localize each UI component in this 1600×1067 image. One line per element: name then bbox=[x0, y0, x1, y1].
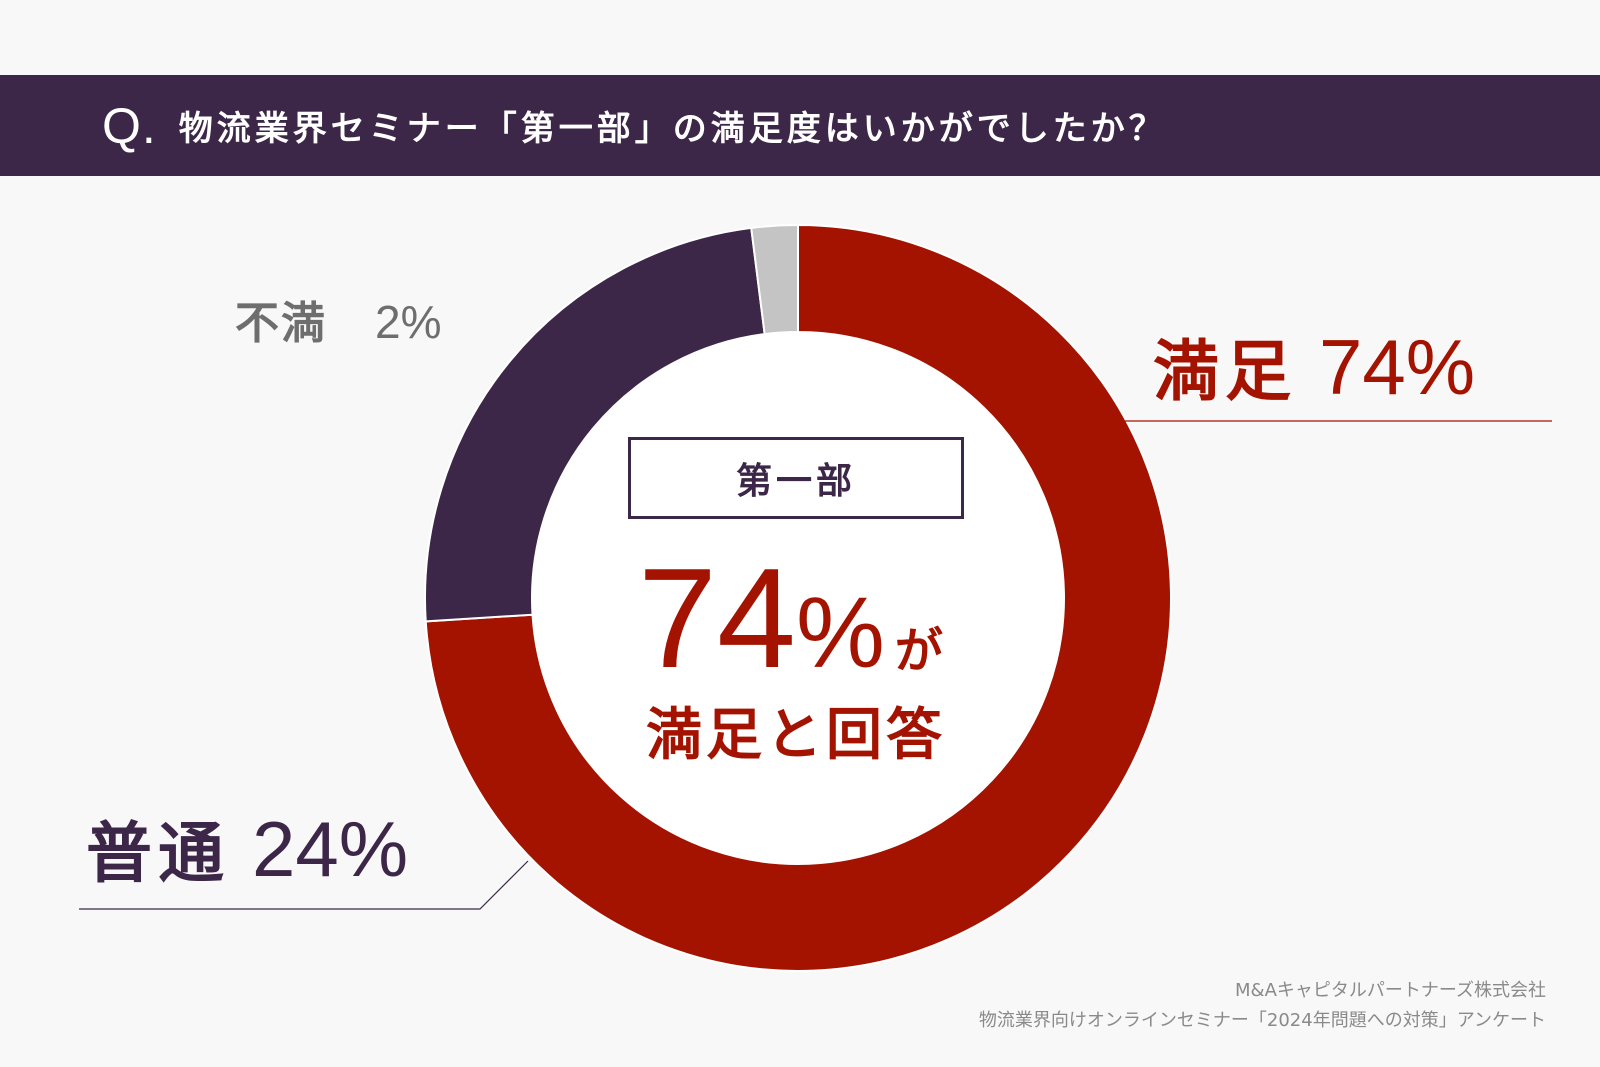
source-survey: 物流業界向けオンラインセミナー「2024年問題への対策」アンケート bbox=[978, 1010, 1546, 1031]
part-label-box: 第一部 bbox=[628, 437, 964, 519]
leader-line-neutral bbox=[79, 860, 529, 910]
question-banner: Q. 物流業界セミナー「第一部」の満足度はいかがでしたか？ bbox=[0, 75, 1600, 176]
center-caption: 満足と回答 bbox=[646, 703, 946, 768]
center-percent-sign: % bbox=[795, 577, 885, 689]
donut-slice-satisfied bbox=[424, 223, 1172, 972]
center-ga: が bbox=[894, 623, 943, 679]
label-satisfied-category: 満足 bbox=[1153, 333, 1297, 410]
label-satisfied-value: 74% bbox=[1319, 323, 1476, 411]
question-marker: Q. bbox=[102, 97, 157, 154]
part-label: 第一部 bbox=[735, 461, 856, 502]
label-satisfied: 満足 74% bbox=[1153, 318, 1475, 414]
label-dissatisfied: 不満 2% bbox=[235, 287, 441, 351]
center-highlight: 74% が bbox=[638, 548, 978, 691]
label-neutral-category: 普通 bbox=[86, 815, 230, 892]
question-text: 物流業界セミナー「第一部」の満足度はいかがでしたか？ bbox=[178, 109, 1167, 149]
donut-hole bbox=[533, 333, 1063, 863]
center-big-number: 74 bbox=[638, 539, 796, 698]
label-neutral: 普通 24% bbox=[86, 800, 408, 896]
source-company: M&Aキャピタルパートナーズ株式会社 bbox=[1235, 980, 1546, 1001]
donut-slice-dissatisfied bbox=[750, 223, 799, 336]
donut-slice-neutral bbox=[424, 226, 766, 623]
label-neutral-value: 24% bbox=[252, 805, 409, 893]
label-dissatisfied-value: 2% bbox=[375, 296, 442, 348]
label-dissatisfied-category: 不満 bbox=[235, 298, 327, 349]
